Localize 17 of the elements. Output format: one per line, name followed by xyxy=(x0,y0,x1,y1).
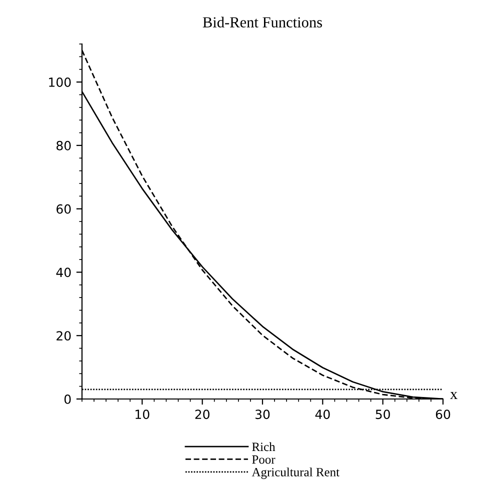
y-tick-label: 80 xyxy=(56,140,71,150)
legend-label: Poor xyxy=(252,455,276,464)
x-tick-label: 30 xyxy=(256,410,270,420)
chart-title: Bid-Rent Functions xyxy=(202,16,322,28)
x-tick-label: 60 xyxy=(436,410,450,420)
x-tick-label: 40 xyxy=(315,410,330,420)
x-tick-label: 20 xyxy=(195,410,210,420)
x-tick-label: 10 xyxy=(136,410,150,420)
y-tick-label: 20 xyxy=(56,331,71,341)
legend-label: Agricultural Rent xyxy=(252,468,340,479)
y-tick-label: 100 xyxy=(49,78,71,87)
legend-label: Rich xyxy=(252,442,276,452)
x-axis-title: x xyxy=(450,392,458,399)
y-tick-label: 60 xyxy=(56,204,71,214)
y-tick-label: 40 xyxy=(56,268,71,278)
x-tick-label: 50 xyxy=(376,410,390,420)
y-tick-label: 0 xyxy=(64,394,71,404)
